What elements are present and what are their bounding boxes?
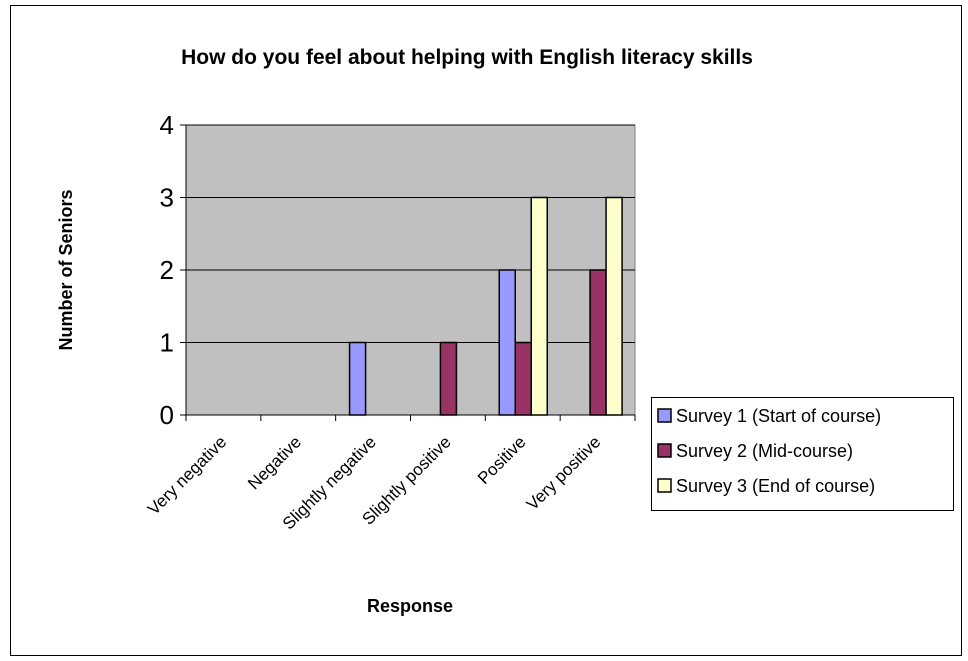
y-tick-labels: 0 1 2 3 4	[160, 110, 174, 430]
y-axis-title: Number of Seniors	[56, 189, 76, 350]
legend-swatch	[657, 478, 672, 493]
y-tick-label: 0	[160, 400, 174, 430]
y-tick-label: 1	[160, 328, 174, 358]
y-tick-label: 4	[160, 110, 174, 140]
bars	[348, 196, 623, 416]
x-axis-title: Response	[367, 596, 453, 616]
bar	[530, 196, 548, 416]
bar	[439, 341, 458, 416]
chart-title: How do you feel about helping with Engli…	[181, 46, 753, 69]
bar	[514, 341, 532, 416]
bar	[589, 269, 607, 416]
gridlines	[186, 124, 635, 343]
y-tick-label: 3	[160, 183, 174, 213]
legend-box	[651, 397, 954, 511]
bar	[348, 341, 367, 416]
legend-swatch	[657, 443, 672, 458]
legend-swatch	[657, 408, 672, 423]
legend-label: Survey 1 (Start of course)	[676, 406, 881, 426]
y-tick-label: 2	[160, 255, 174, 285]
legend: Survey 1 (Start of course) Survey 2 (Mid-…	[651, 397, 954, 511]
legend-label: Survey 2 (Mid-course)	[676, 441, 853, 461]
axes	[180, 124, 636, 421]
bar	[498, 269, 516, 416]
bar	[605, 196, 623, 416]
legend-label: Survey 3 (End of course)	[676, 476, 875, 496]
